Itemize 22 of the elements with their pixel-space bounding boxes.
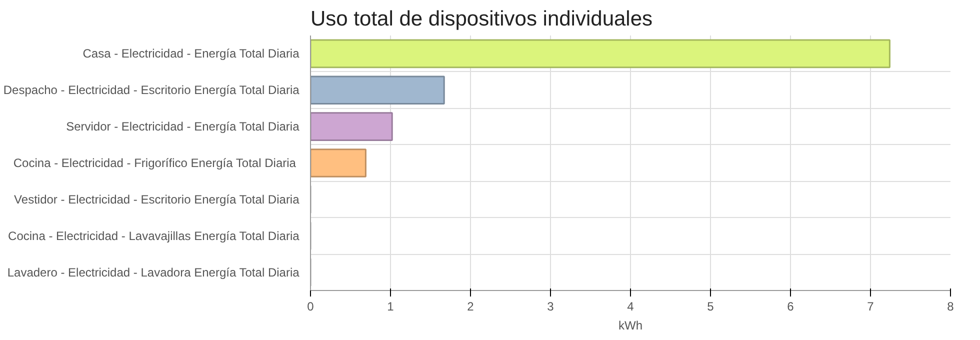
x-tick-label: 3 (547, 300, 554, 314)
bar (310, 148, 366, 178)
x-tick-label: 5 (707, 300, 714, 314)
bar (310, 76, 445, 105)
x-tick-label: 8 (947, 300, 954, 314)
y-tick-label: Servidor - Electricidad - Energía Total Diaria (66, 120, 300, 134)
x-tick-label: 2 (467, 300, 474, 314)
x-tick-label: 7 (867, 300, 874, 314)
chart-title: Uso total de dispositivos individuales (310, 8, 653, 30)
y-tick-label: Despacho - Electricidad - Escritorio Energía Total Diaria (3, 83, 300, 98)
y-tick-label: Cocina - Electricidad - Frigorífico Energía Total Diaria (13, 156, 296, 170)
x-tick-label: 1 (387, 300, 394, 314)
y-tick-label: Cocina - Electricidad - Lavavajillas Energía Total Diaria (8, 228, 300, 243)
x-axis-title: kWh (618, 318, 642, 332)
bar (310, 112, 393, 141)
bar (310, 39, 890, 68)
x-tick-label: 0 (307, 300, 314, 314)
x-tick-label: 4 (627, 300, 634, 314)
x-tick-label: 6 (787, 300, 794, 314)
y-tick-label: Lavadero - Electricidad - Lavadora Energía Total Diaria (7, 265, 300, 280)
y-tick-label: Vestidor - Electricidad - Escritorio Energía Total Diaria (14, 192, 300, 206)
y-tick-label: Casa - Electricidad - Energía Total Diaria (82, 46, 300, 61)
